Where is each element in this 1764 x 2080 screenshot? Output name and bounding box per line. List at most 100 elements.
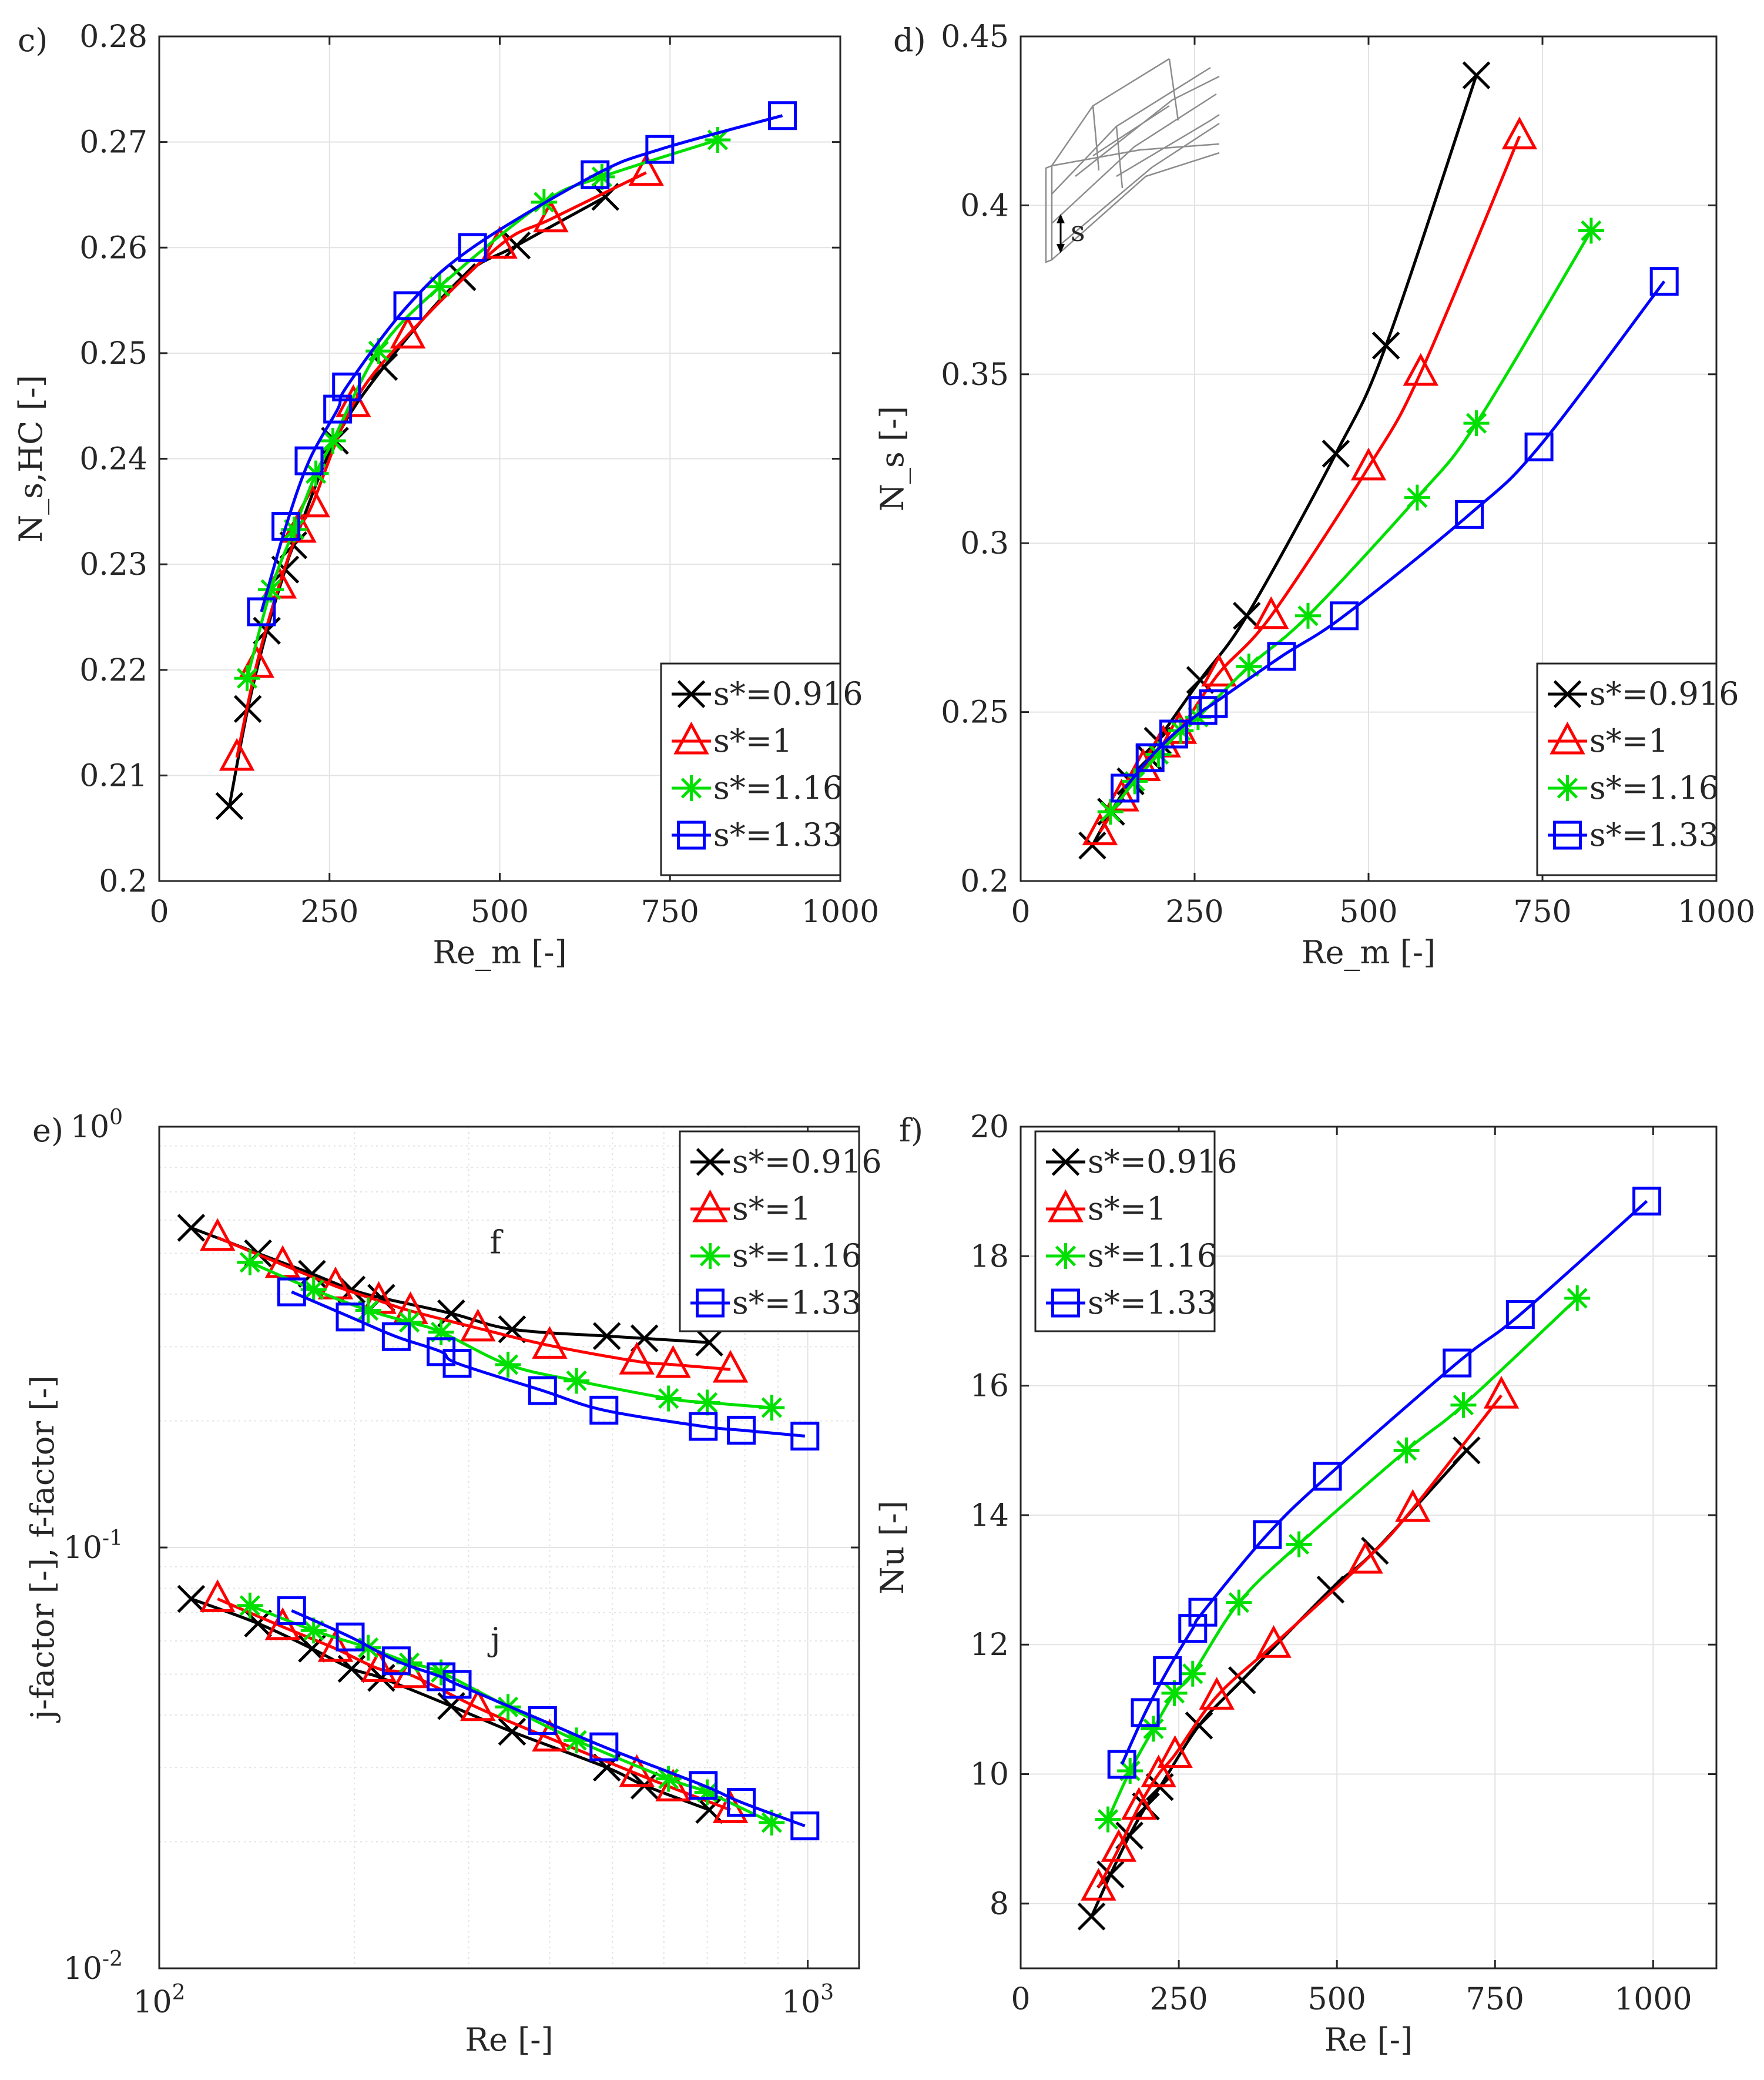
data-point-2 — [300, 1277, 327, 1303]
data-point-1 — [1199, 1677, 1235, 1710]
data-point-1 — [628, 153, 664, 186]
data-point-3 — [1455, 500, 1484, 529]
legend-marker — [696, 1288, 725, 1318]
data-point-0 — [1462, 61, 1491, 89]
data-point-3 — [1253, 1520, 1282, 1549]
panel-c-legend: s*=0.916 s*=1 s*=1.16 s*=1.33 — [660, 662, 863, 876]
legend-label: s*=1 — [1589, 722, 1668, 759]
legend-marker — [1553, 680, 1582, 708]
y-tick-base: 10 — [71, 1110, 109, 1145]
curve-label-j: j — [487, 1621, 501, 1658]
y-tick-label: 12 — [970, 1627, 1009, 1663]
data-point-2 — [427, 273, 453, 300]
data-point-2 — [234, 665, 260, 692]
data-point-3 — [790, 1421, 820, 1451]
data-point-3 — [1107, 1750, 1136, 1779]
x-tick-label: 500 — [1308, 1982, 1366, 2017]
data-point-2 — [1141, 1716, 1167, 1742]
data-point-1 — [1403, 353, 1438, 386]
data-point-3 — [1159, 719, 1188, 749]
legend-marker — [677, 680, 706, 708]
data-point-1 — [1347, 1540, 1383, 1574]
data-point-0 — [1132, 1792, 1160, 1821]
data-point-6 — [428, 1659, 454, 1686]
x-tick-exponent: 3 — [820, 1981, 834, 2005]
data-point-0 — [1228, 1666, 1256, 1694]
y-tick-label: 0.23 — [79, 547, 147, 582]
data-point-1 — [1501, 116, 1538, 150]
legend-label: s*=1.33 — [1088, 1284, 1217, 1321]
data-point-7 — [277, 1596, 306, 1625]
data-point-2 — [1168, 718, 1194, 744]
data-point-1 — [1395, 1489, 1431, 1522]
y-tick-label: 0.25 — [79, 336, 147, 371]
x-tick-exponent: 2 — [172, 1981, 186, 2005]
x-tick-label: 750 — [1513, 895, 1571, 930]
x-tick-base: 10 — [782, 1985, 820, 2020]
panel-f-ticks: 0 250 500 750 1000 8 10 12 14 16 18 20 — [970, 1110, 1716, 2017]
x-tick-base: 10 — [133, 1985, 172, 2020]
y-tick-exponent: -1 — [102, 1526, 123, 1550]
data-point-1 — [390, 316, 426, 349]
data-point-3 — [1632, 1187, 1662, 1216]
data-point-1 — [460, 1308, 496, 1342]
data-point-2 — [320, 427, 346, 454]
panel-c-plot: 0 250 500 750 1000 0.2 0.21 0.22 0.23 0.24 0.25 0.2… — [12, 19, 879, 971]
data-point-3 — [1153, 1656, 1182, 1685]
legend-box — [1536, 662, 1718, 876]
data-point-2 — [355, 1297, 381, 1324]
x-tick-label: 250 — [1149, 1982, 1208, 2017]
data-point-3 — [581, 160, 610, 189]
legend-box — [1034, 1130, 1216, 1332]
data-point-3 — [381, 1322, 411, 1351]
x-tick-label: 1000 — [1678, 895, 1755, 930]
panel-e-x-axis-label: Re [-] — [465, 2021, 553, 2058]
y-tick-label: 0.28 — [79, 19, 147, 55]
data-point-2 — [759, 1394, 785, 1421]
legend-label: s*=1.16 — [1088, 1237, 1217, 1274]
legend-label: s*=1 — [713, 722, 792, 759]
panel-f-frame — [1020, 1126, 1718, 1970]
data-point-0 — [1371, 331, 1400, 360]
data-point-5 — [317, 1629, 354, 1662]
panel-f-x-axis-label: Re [-] — [1324, 2021, 1413, 2058]
legend-label: s*=1.33 — [713, 816, 843, 853]
legend-label: s*=1.16 — [732, 1237, 861, 1274]
x-tick-label: 750 — [641, 895, 699, 930]
legend-label: s*=1 — [1088, 1190, 1166, 1227]
data-point-5 — [460, 1688, 496, 1721]
panel-c-series — [215, 101, 797, 820]
legend-marker — [1051, 1288, 1080, 1318]
x-tick-label: 0 — [1011, 1982, 1030, 2017]
legend-label: s*=0.916 — [713, 675, 863, 712]
y-tick-label: 18 — [970, 1239, 1009, 1274]
panel-d-y-axis-label: N_s [-] — [874, 406, 911, 512]
panel-f-chart: f) 0 250 500 750 1000 8 10 12 14 16 18 20 Re [-] Nu [… — [874, 1110, 1718, 2058]
data-point-2 — [281, 516, 307, 542]
y-tick-label: 0.25 — [941, 695, 1009, 731]
legend-marker — [1048, 1189, 1084, 1222]
legend-marker — [1553, 820, 1582, 850]
legend-label: s*=1.16 — [713, 769, 843, 806]
legend-marker — [1554, 775, 1581, 801]
data-point-0 — [1077, 1903, 1106, 1931]
data-point-2 — [1564, 1285, 1591, 1311]
data-point-0 — [215, 792, 244, 820]
data-point-7 — [689, 1771, 718, 1800]
x-tick-label: 750 — [1466, 1982, 1524, 2017]
gap-indicator-arrow-bottom — [1057, 244, 1065, 253]
panel-e-label: e) — [32, 1112, 63, 1149]
legend-marker — [697, 1243, 723, 1269]
data-point-4 — [498, 1717, 526, 1746]
data-point-3 — [645, 135, 675, 164]
data-point-2 — [365, 338, 392, 364]
data-point-1 — [1256, 1625, 1292, 1658]
data-point-1 — [1141, 1754, 1176, 1788]
legend-marker — [692, 1189, 728, 1222]
panel-e-legend: s*=0.916 s*=1 s*=1.16 s*=1.33 — [679, 1130, 882, 1332]
data-point-6 — [759, 1810, 785, 1836]
y-tick-label: 14 — [970, 1498, 1009, 1533]
data-point-3 — [767, 101, 797, 130]
legend-marker — [678, 775, 705, 801]
